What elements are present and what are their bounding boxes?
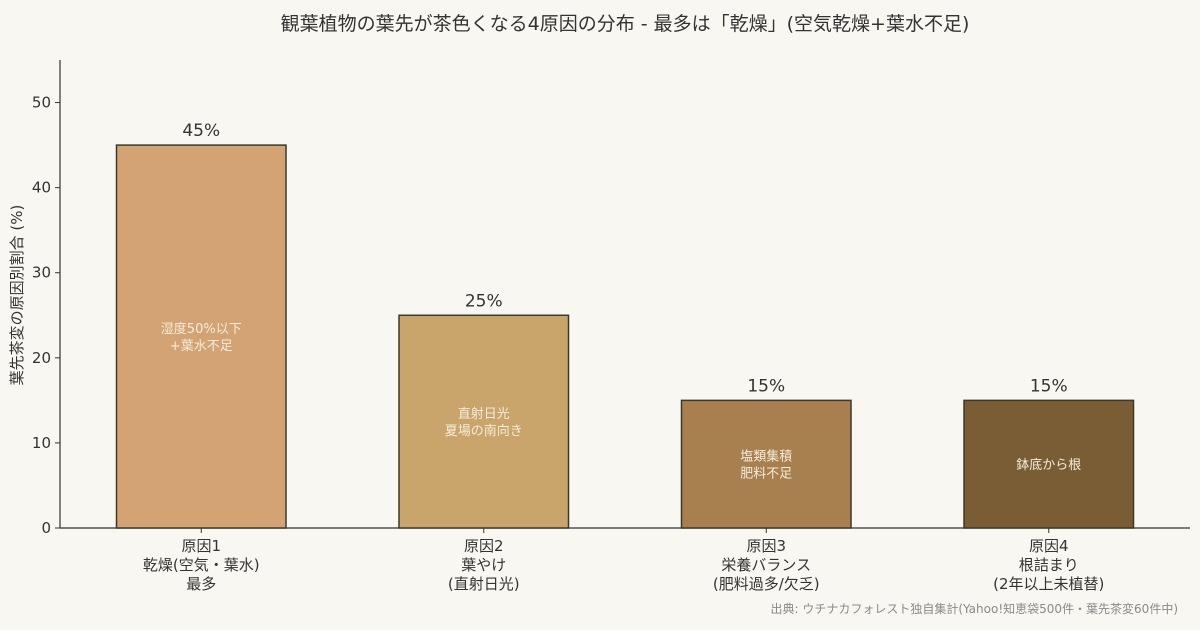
x-category-label: 原因2 bbox=[464, 537, 504, 555]
x-category-label: 葉やけ bbox=[461, 556, 506, 574]
x-category-label: (肥料過多/欠乏) bbox=[713, 575, 820, 593]
x-category-label: 最多 bbox=[186, 575, 216, 593]
x-category-label: 原因4 bbox=[1029, 537, 1069, 555]
y-tick-label: 0 bbox=[41, 519, 51, 537]
x-category-label: (直射日光) bbox=[448, 575, 520, 593]
x-category-label: 栄養バランス bbox=[721, 556, 811, 574]
bar-inside-label: 夏場の南向き bbox=[445, 423, 523, 439]
bar-value-label: 15% bbox=[1030, 376, 1068, 396]
x-category-label: (2年以上未植替) bbox=[993, 575, 1104, 593]
plot-area: 0 10 20 30 40 50 45% 湿度50%以下 +葉水不足原因1乾燥(空気・葉水)最多… bbox=[32, 60, 1190, 593]
y-tick-label: 20 bbox=[32, 349, 51, 367]
bar-inside-label: 湿度50%以下 bbox=[161, 321, 242, 337]
bar-inside-label: 塩類集積 bbox=[740, 449, 792, 465]
chart-title: 観葉植物の葉先が茶色くなる4原因の分布 - 最多は「乾燥」(空気乾燥+葉水不足) bbox=[281, 13, 970, 35]
y-tick-label: 10 bbox=[32, 434, 51, 452]
x-category-label: 原因3 bbox=[746, 537, 786, 555]
bar-value-label: 15% bbox=[747, 376, 785, 396]
y-tick-label: 30 bbox=[32, 264, 51, 282]
bar-inside-label: 鉢底から根 bbox=[1016, 457, 1081, 473]
bar-inside-label: 直射日光 bbox=[458, 406, 510, 422]
bar-value-label: 25% bbox=[465, 291, 503, 311]
y-tick-label: 50 bbox=[32, 94, 51, 112]
y-tick-label: 40 bbox=[32, 179, 51, 197]
bar-inside-label: +葉水不足 bbox=[170, 339, 233, 354]
y-axis-label: 葉先茶変の原因別割合 (%) bbox=[8, 205, 26, 386]
source-note: 出典: ウチナカフォレスト独自集計(Yahoo!知恵袋500件・葉先茶変60件中… bbox=[770, 601, 1178, 616]
x-category-label: 乾燥(空気・葉水) bbox=[143, 556, 260, 574]
bar-4 bbox=[963, 399, 1135, 529]
x-category-label: 根詰まり bbox=[1019, 556, 1079, 574]
bar-inside-label: 肥料不足 bbox=[740, 467, 792, 482]
bar-1 bbox=[115, 144, 287, 529]
x-category-label: 原因1 bbox=[181, 537, 221, 555]
bar-value-label: 45% bbox=[182, 121, 220, 141]
